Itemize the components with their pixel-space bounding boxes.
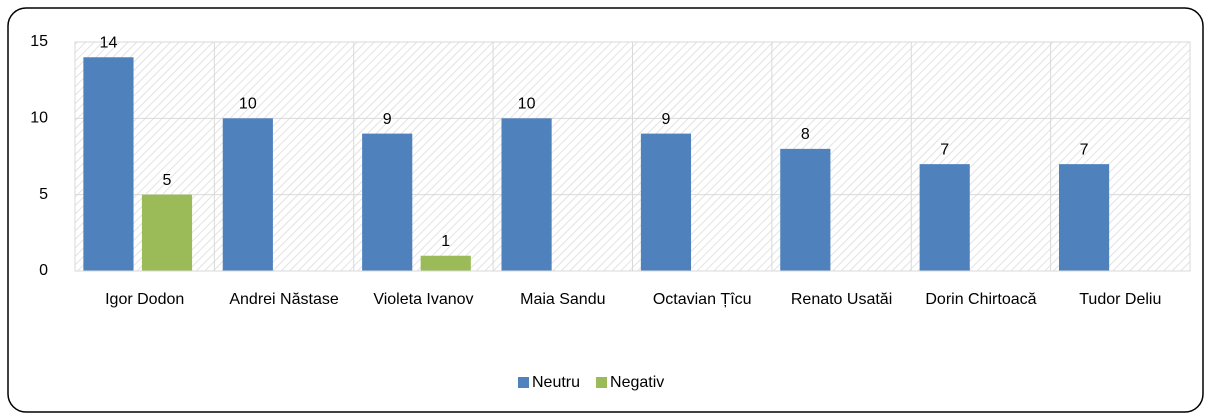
value-label: 14	[100, 34, 118, 51]
y-tick-label: 15	[30, 33, 48, 50]
x-tick-label: Igor Dodon	[105, 291, 185, 308]
value-label: 9	[661, 111, 670, 128]
x-tick-label: Dorin Chirtoacă	[925, 291, 1037, 308]
bar	[640, 133, 692, 271]
y-tick-label: 5	[39, 186, 48, 203]
x-tick-label: Renato Usatăi	[790, 291, 893, 308]
bar	[141, 194, 193, 271]
y-tick-label: 0	[39, 262, 48, 279]
bar	[222, 118, 273, 271]
bar	[780, 148, 831, 271]
x-tick-label: Octavian Țîcu	[652, 291, 752, 308]
x-tick-label: Tudor Deliu	[1079, 291, 1162, 308]
bar	[420, 255, 471, 271]
x-tick-label: Violeta Ivanov	[373, 291, 474, 308]
legend-swatch	[518, 377, 529, 388]
value-label: 8	[801, 126, 810, 143]
value-label: 10	[239, 96, 257, 113]
value-label: 7	[940, 141, 949, 158]
y-tick-label: 10	[30, 110, 48, 127]
bar	[1058, 164, 1110, 271]
bar	[501, 118, 552, 271]
x-tick-label: Andrei Năstase	[229, 291, 339, 308]
bar	[83, 57, 134, 272]
value-label: 5	[163, 172, 172, 189]
bar	[362, 133, 413, 271]
value-label: 1	[441, 233, 450, 250]
value-label: 10	[518, 96, 536, 113]
legend-label: Neutru	[532, 374, 580, 391]
legend-swatch	[596, 377, 608, 388]
value-label: 9	[383, 111, 392, 128]
bar	[919, 164, 970, 271]
legend-label: Negativ	[610, 374, 664, 391]
x-tick-label: Maia Sandu	[520, 291, 606, 308]
value-label: 7	[1080, 141, 1089, 158]
